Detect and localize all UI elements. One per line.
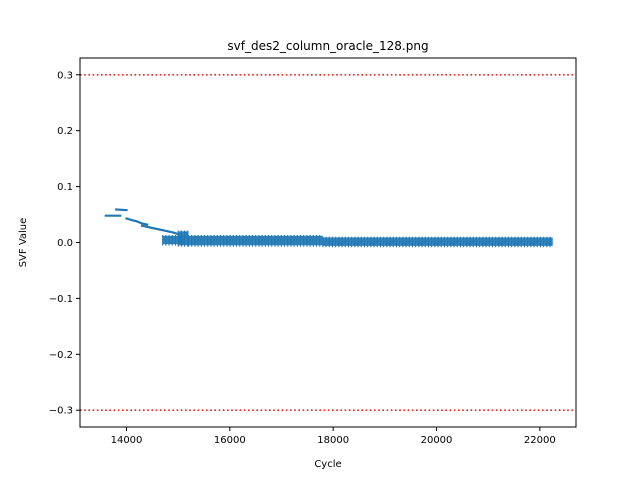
y-axis: −0.3 −0.2 −0.1 0.0 0.1 0.2 0.3 bbox=[49, 70, 80, 417]
y-tick-label: 0.0 bbox=[57, 238, 73, 249]
y-tick-label: −0.2 bbox=[49, 350, 73, 361]
series-band-1 bbox=[178, 231, 189, 246]
series-band-0 bbox=[162, 235, 184, 245]
x-axis-title: Cycle bbox=[314, 459, 341, 470]
series-segment-3 bbox=[140, 224, 180, 236]
chart-title: svf_des2_column_oracle_128.png bbox=[227, 39, 428, 53]
x-tick-label: 20000 bbox=[421, 435, 453, 446]
series-band-texture-3 bbox=[322, 236, 551, 248]
x-tick-label: 22000 bbox=[524, 435, 556, 446]
series-segment-1 bbox=[115, 208, 128, 212]
series-segment-2 bbox=[125, 217, 149, 226]
y-axis-title: SVF Value bbox=[18, 218, 29, 268]
x-tick-label: 16000 bbox=[214, 435, 246, 446]
x-tick-label: 14000 bbox=[111, 435, 143, 446]
y-tick-label: −0.3 bbox=[49, 406, 73, 417]
series-band-texture-1 bbox=[177, 230, 189, 247]
y-tick-label: 0.3 bbox=[57, 70, 73, 81]
y-tick-label: −0.1 bbox=[49, 294, 73, 305]
y-tick-label: 0.1 bbox=[57, 182, 73, 193]
plot-area bbox=[80, 73, 576, 412]
x-tick-label: 18000 bbox=[317, 435, 349, 446]
series-band-texture-2 bbox=[187, 234, 321, 247]
x-axis: 14000 16000 18000 20000 22000 bbox=[111, 427, 556, 446]
y-tick-label: 0.2 bbox=[57, 126, 73, 137]
